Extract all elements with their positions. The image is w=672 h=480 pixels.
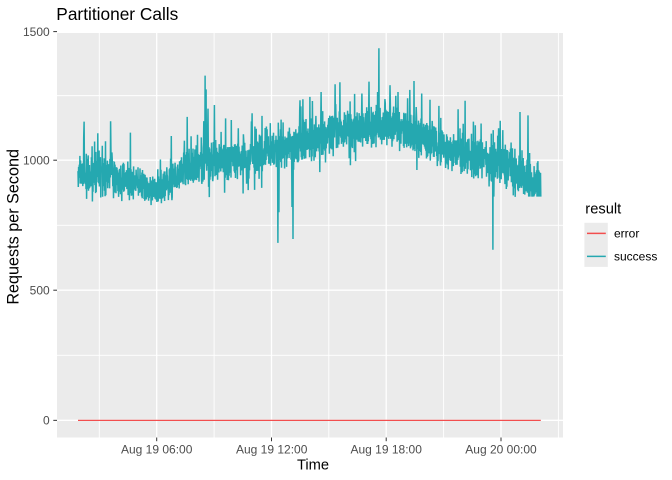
svg-text:Aug 19 06:00: Aug 19 06:00 xyxy=(121,442,193,456)
svg-text:error: error xyxy=(614,227,639,241)
svg-text:500: 500 xyxy=(30,283,50,297)
svg-text:Time: Time xyxy=(297,458,329,474)
svg-text:Requests per Second: Requests per Second xyxy=(4,149,22,305)
svg-text:Aug 19 18:00: Aug 19 18:00 xyxy=(350,442,422,456)
svg-text:Aug 20 00:00: Aug 20 00:00 xyxy=(465,442,537,456)
svg-text:success: success xyxy=(614,250,657,264)
svg-text:Aug 19 12:00: Aug 19 12:00 xyxy=(236,442,308,456)
svg-text:Partitioner Calls: Partitioner Calls xyxy=(56,4,178,24)
svg-text:1500: 1500 xyxy=(23,25,50,39)
svg-text:0: 0 xyxy=(43,414,50,428)
svg-text:1000: 1000 xyxy=(23,153,50,167)
svg-text:result: result xyxy=(585,202,621,218)
